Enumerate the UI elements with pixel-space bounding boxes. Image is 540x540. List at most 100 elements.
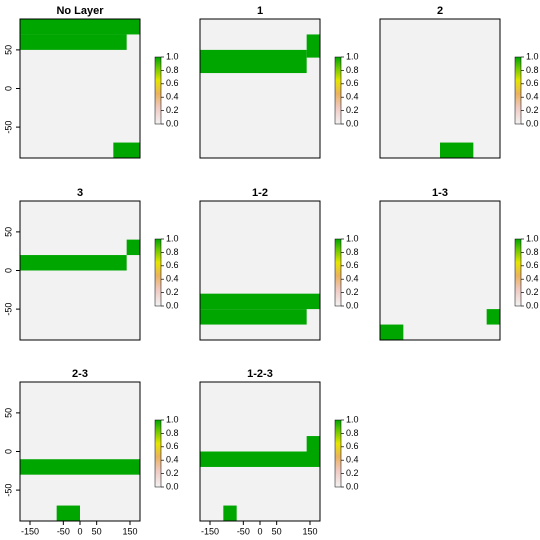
colorbar-tick-label: 0.6 <box>346 441 359 451</box>
colorbar-tick-label: 0.4 <box>166 92 179 102</box>
y-tick-label: 0 <box>3 449 13 454</box>
colorbar-tick-label: 0.0 <box>526 300 539 310</box>
colorbar-tick-label: 0.2 <box>346 468 359 478</box>
raster-cell-block <box>20 19 140 35</box>
colorbar <box>334 419 342 488</box>
raster-background <box>20 382 140 521</box>
colorbar-tick-label: 0.8 <box>526 247 539 257</box>
colorbar-tick-label: 1.0 <box>526 233 539 243</box>
colorbar-tick-label: 0.0 <box>346 481 359 491</box>
panel-title: 1 <box>257 5 263 17</box>
colorbar-tick-label: 0.8 <box>166 247 179 257</box>
colorbar-tick-label: 0.8 <box>346 428 359 438</box>
colorbar-tick-label: 1.0 <box>166 414 179 424</box>
colorbar-tick-label: 0.2 <box>526 105 539 115</box>
raster-background <box>380 201 500 340</box>
raster-cell-block <box>126 239 140 256</box>
panel-title: 2 <box>437 5 443 17</box>
raster-cell-block <box>200 309 307 325</box>
colorbar-tick-label: 0.6 <box>526 78 539 88</box>
colorbar-tick-label: 0.6 <box>166 78 179 88</box>
raster-cell-block <box>200 293 320 310</box>
colorbar-tick-label: 0.0 <box>166 300 179 310</box>
colorbar <box>514 238 522 307</box>
panel-title: 2-3 <box>72 368 88 380</box>
colorbar-tick-label: 0.8 <box>166 428 179 438</box>
x-tick-label: 150 <box>302 526 317 536</box>
raster-cell-block <box>20 255 127 271</box>
colorbar <box>514 56 522 125</box>
x-tick-label: 50 <box>92 526 102 536</box>
panel-title: No Layer <box>56 5 104 17</box>
raster-cell-block <box>20 459 140 475</box>
raster-cell-block <box>200 49 307 74</box>
x-tick-label: -50 <box>57 526 70 536</box>
colorbar-tick-label: 0.2 <box>526 287 539 297</box>
raster-cell-block <box>200 451 320 467</box>
y-tick-label: 50 <box>3 45 13 55</box>
panel-title: 1-2-3 <box>247 368 273 380</box>
raster-cell-block <box>56 505 80 521</box>
colorbar-tick-label: 0.6 <box>526 260 539 270</box>
x-tick-label: 0 <box>77 526 82 536</box>
colorbar <box>334 238 342 307</box>
colorbar-tick-label: 0.4 <box>166 274 179 284</box>
colorbar-tick-label: 0.8 <box>346 65 359 75</box>
panel-title: 3 <box>77 187 83 199</box>
colorbar-tick-label: 1.0 <box>346 51 359 61</box>
colorbar-tick-label: 0.8 <box>526 65 539 75</box>
colorbar-tick-label: 0.4 <box>346 274 359 284</box>
colorbar-tick-label: 0.0 <box>166 481 179 491</box>
colorbar-tick-label: 0.6 <box>166 441 179 451</box>
raster-cell-block <box>440 142 474 158</box>
colorbar-tick-label: 0.4 <box>526 92 539 102</box>
raster-cell-block <box>306 436 320 452</box>
x-tick-label: -150 <box>201 526 219 536</box>
colorbar-tick-label: 1.0 <box>526 51 539 61</box>
plot-frame <box>379 200 501 341</box>
panel-title: 1-3 <box>432 187 448 199</box>
colorbar-tick-label: 0.0 <box>346 118 359 128</box>
raster-cell-block <box>486 309 500 325</box>
plot-frame <box>199 18 321 159</box>
colorbar-tick-label: 1.0 <box>346 233 359 243</box>
colorbar-tick-label: 0.4 <box>166 455 179 465</box>
colorbar-tick-label: 0.2 <box>166 287 179 297</box>
colorbar <box>154 238 162 307</box>
colorbar-tick-label: 0.4 <box>346 455 359 465</box>
colorbar-tick-label: 0.0 <box>166 118 179 128</box>
raster-cell-block <box>223 505 237 521</box>
panel-title: 1-2 <box>252 187 268 199</box>
colorbar-tick-label: 0.2 <box>166 105 179 115</box>
x-tick-label: -50 <box>237 526 250 536</box>
x-tick-label: -150 <box>21 526 39 536</box>
y-tick-label: 50 <box>3 408 13 418</box>
raster-cell-block <box>20 34 127 50</box>
colorbar-tick-label: 0.4 <box>526 274 539 284</box>
colorbar-tick-label: 0.6 <box>346 78 359 88</box>
y-tick-label: 0 <box>3 268 13 273</box>
colorbar-tick-label: 1.0 <box>166 233 179 243</box>
raster-background <box>200 19 320 158</box>
y-tick-label: -50 <box>3 484 13 497</box>
colorbar-tick-label: 0.2 <box>346 105 359 115</box>
colorbar <box>334 56 342 125</box>
colorbar <box>154 56 162 125</box>
y-tick-label: 0 <box>3 86 13 91</box>
plot-frame <box>379 18 501 159</box>
colorbar-tick-label: 0.4 <box>346 92 359 102</box>
colorbar-tick-label: 1.0 <box>346 414 359 424</box>
colorbar-tick-label: 0.8 <box>166 65 179 75</box>
colorbar-tick-label: 0.8 <box>346 247 359 257</box>
y-tick-label: -50 <box>3 303 13 316</box>
x-tick-label: 150 <box>122 526 137 536</box>
raster-cell-block <box>113 142 140 158</box>
raster-background <box>380 19 500 158</box>
x-tick-label: 0 <box>257 526 262 536</box>
y-tick-label: -50 <box>3 121 13 134</box>
x-tick-label: 50 <box>272 526 282 536</box>
raster-cell-block <box>380 324 404 340</box>
colorbar-tick-label: 0.2 <box>166 468 179 478</box>
colorbar-tick-label: 0.6 <box>166 260 179 270</box>
colorbar <box>154 419 162 488</box>
